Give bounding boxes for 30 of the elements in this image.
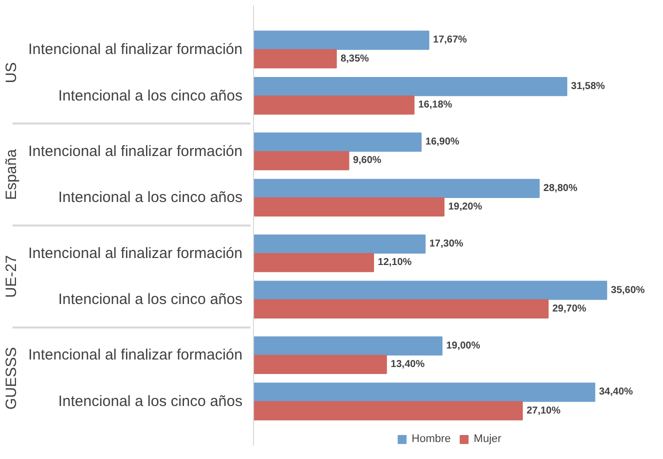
data-label: 31,58% [571, 81, 606, 92]
data-label: 13,40% [390, 358, 425, 370]
data-label: 34,40% [598, 386, 634, 398]
legend-label: Hombre [412, 433, 451, 445]
text: GUESSS [3, 347, 20, 410]
text: España [3, 148, 20, 200]
y-tick-label: Intencional a los cinco años [58, 189, 243, 206]
data-label: 19,00% [446, 340, 480, 352]
y-tick-label: Intencional a los cinco años [58, 291, 243, 308]
data-label: 17,67% [433, 34, 468, 46]
data-label: 35,60% [610, 284, 645, 296]
legend-label: Mujer [474, 433, 502, 445]
text: UE-27 [3, 255, 20, 298]
data-label: 8,35% [340, 53, 370, 64]
text: US [3, 62, 20, 84]
data-label: 29,70% [552, 303, 586, 314]
y-tick-label: Intencional al finalizar formación [28, 346, 243, 364]
data-label: 16,90% [425, 136, 460, 148]
data-label: 28,80% [543, 182, 578, 194]
y-tick-label: Intencional a los cinco años [58, 393, 243, 410]
y-tick-label: Intencional al finalizar formación [28, 41, 243, 58]
y-tick-label: Intencional al finalizar formación [28, 142, 243, 160]
data-label: 16,18% [418, 100, 452, 111]
data-label: 27,10% [526, 405, 561, 416]
data-label: 17,30% [429, 238, 464, 250]
data-label: 19,20% [448, 201, 482, 212]
data-label: 12,10% [378, 257, 412, 268]
y-tick-label: Intencional al finalizar formación [28, 244, 243, 262]
y-tick-label: Intencional a los cinco años [58, 87, 243, 104]
data-label: 9,60% [352, 155, 382, 166]
